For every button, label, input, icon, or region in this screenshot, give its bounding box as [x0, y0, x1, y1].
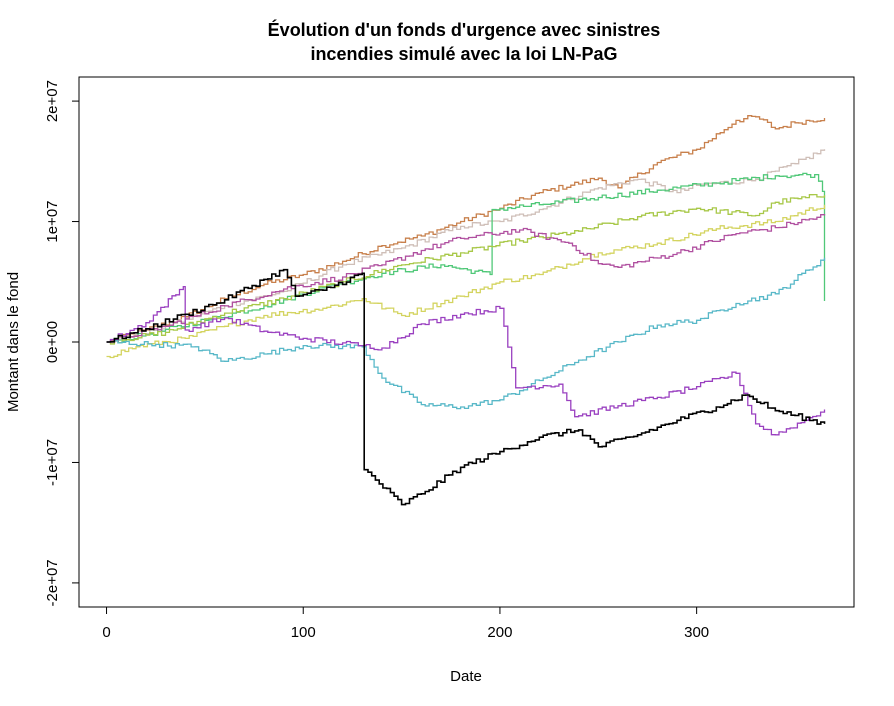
- y-tick-label: -2e+07: [44, 559, 61, 606]
- x-tick-label: 0: [102, 624, 110, 641]
- series-layer: [106, 115, 826, 506]
- y-axis-label: Montant dans le fond: [5, 272, 22, 412]
- y-axis: -2e+07 -1e+07 0e+00 1e+07 2e+07: [44, 80, 80, 606]
- y-tick-label: 0e+00: [44, 321, 61, 363]
- x-tick-label: 300: [684, 624, 709, 641]
- series-line-5: [106, 204, 826, 359]
- x-axis: 0 100 200 300: [102, 606, 709, 641]
- x-tick-label: 100: [291, 624, 316, 641]
- x-tick-label: 200: [487, 624, 512, 641]
- y-tick-label: -1e+07: [44, 439, 61, 486]
- plot-frame: [78, 76, 855, 608]
- series-line-9: [106, 268, 826, 506]
- series-line-8: [106, 285, 826, 436]
- y-tick-label: 1e+07: [44, 200, 61, 242]
- series-line-4: [106, 193, 826, 345]
- series-line-7: [106, 257, 826, 410]
- series-line-6: [106, 214, 826, 343]
- y-tick-label: 2e+07: [44, 80, 61, 122]
- x-axis-label: Date: [450, 668, 482, 685]
- series-line-2: [106, 149, 826, 344]
- chart-title-line-2: incendies simulé avec la loi LN-PaG: [310, 44, 617, 64]
- chart-title-line-1: Évolution d'un fonds d'urgence avec sini…: [268, 19, 661, 40]
